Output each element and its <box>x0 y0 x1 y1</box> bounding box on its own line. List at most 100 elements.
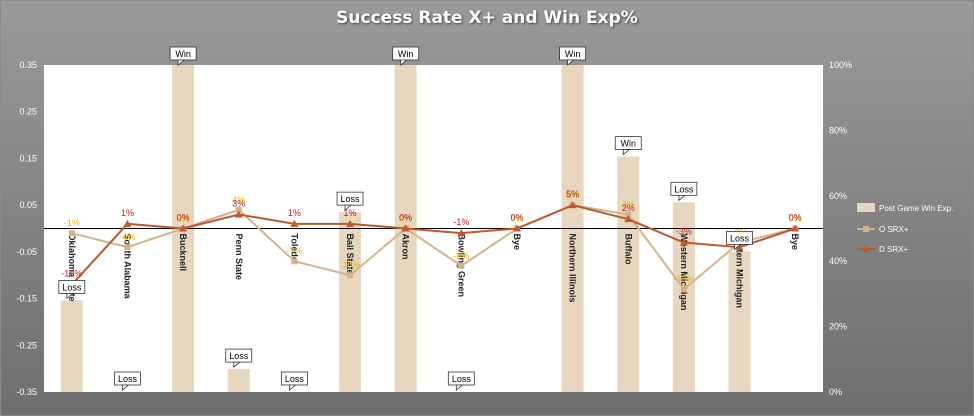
o-srx-data-label: -10% <box>340 260 361 270</box>
y-left-tick-label: 0.25 <box>19 107 37 117</box>
d-srx-data-label: 0% <box>789 213 802 223</box>
d-srx-data-label: -12% <box>61 269 82 279</box>
result-callout-pointer <box>400 59 408 66</box>
d-srx-data-label: 2% <box>622 203 635 213</box>
win-exp-bar <box>617 156 640 392</box>
o-srx-data-label: 3% <box>622 199 635 209</box>
d-srx-point <box>568 201 577 209</box>
y-left-tick-label: -0.35 <box>16 387 37 397</box>
result-callout-pointer <box>288 384 297 391</box>
o-srx-data-label: 0% <box>399 214 412 224</box>
d-srx-line <box>71 204 796 286</box>
result-callout-label: Win <box>621 139 637 149</box>
category-label: Eastern Michigan <box>735 234 745 309</box>
d-srx-point <box>290 219 299 227</box>
result-callout-pointer <box>622 149 631 156</box>
result-callout-label: Loss <box>62 282 82 292</box>
category-label: Western Michigan <box>679 234 689 311</box>
o-srx-point <box>347 272 354 279</box>
win-exp-bar <box>227 369 250 392</box>
o-srx-data-label: 0% <box>789 214 802 224</box>
category-label: Ball State <box>345 234 355 275</box>
result-callout-label: Loss <box>229 351 249 361</box>
category-label: South Alabama <box>122 234 132 300</box>
category-label: Toledo <box>289 234 299 263</box>
result-callout-label: Loss <box>730 233 750 243</box>
y-right-tick-label: 40% <box>829 256 847 266</box>
result-callout-label: Loss <box>341 194 361 204</box>
d-srx-point <box>735 243 744 251</box>
d-srx-point <box>401 224 410 232</box>
category-label: Akron <box>401 234 411 260</box>
result-callout-pointer <box>678 194 686 202</box>
o-srx-point <box>235 206 242 213</box>
d-srx-data-label: 5% <box>566 189 579 199</box>
d-srx-data-label: 1% <box>344 208 357 218</box>
category-label: Buffalo <box>623 234 633 265</box>
d-srx-data-label: -1% <box>453 217 469 227</box>
y-left-tick-label: 0.35 <box>19 60 37 70</box>
o-srx-data-label: -1% <box>64 218 80 228</box>
result-callout-label: Win <box>175 49 191 59</box>
o-srx-data-label: 4% <box>232 195 245 205</box>
legend-d-srx-marker <box>862 245 870 252</box>
result-callout-label: Loss <box>452 374 472 384</box>
o-srx-point <box>458 262 465 269</box>
o-srx-point <box>291 258 298 265</box>
o-srx-point <box>680 286 687 293</box>
legend-o-srx-marker <box>863 226 869 232</box>
category-label: Bucknell <box>178 234 188 272</box>
o-srx-data-label: -8% <box>453 251 469 261</box>
d-srx-point <box>123 219 132 227</box>
y-left-tick-label: -0.25 <box>16 340 37 350</box>
o-srx-data-label: 0% <box>510 214 523 224</box>
d-srx-data-label: -3% <box>676 227 692 237</box>
y-right-tick-label: 20% <box>829 322 847 332</box>
d-srx-point <box>512 224 521 232</box>
result-callout-pointer <box>233 361 241 368</box>
win-exp-bar <box>728 251 751 392</box>
d-srx-point <box>791 224 800 232</box>
category-label: Bye <box>790 234 800 251</box>
d-srx-data-label: 3% <box>232 198 245 208</box>
d-srx-point <box>679 238 688 246</box>
y-left-tick-label: 0.05 <box>19 200 37 210</box>
y-right-tick-label: 100% <box>829 60 852 70</box>
o-srx-point <box>625 211 632 218</box>
o-srx-point <box>68 230 75 237</box>
legend-bar-swatch <box>857 203 875 212</box>
category-label: Penn State <box>234 234 244 281</box>
result-callout-pointer <box>177 59 186 66</box>
y-left-tick-label: -0.15 <box>16 294 37 304</box>
d-srx-data-label: 1% <box>288 208 301 218</box>
d-srx-point <box>234 210 243 218</box>
category-label: Oklahoma State <box>67 234 77 302</box>
o-srx-data-label: -13% <box>673 274 694 284</box>
legend-o-srx-label: O SRX+ <box>879 225 909 234</box>
y-right-tick-label: 60% <box>829 191 847 201</box>
result-callout-label: Win <box>565 49 581 59</box>
result-callout-pointer <box>567 59 575 66</box>
result-callout-pointer <box>455 384 464 391</box>
y-left-tick-label: -0.05 <box>16 247 37 257</box>
result-callout-pointer <box>344 204 353 212</box>
win-exp-bar <box>672 202 695 392</box>
d-srx-data-label: 1% <box>121 208 134 218</box>
result-callout-label: Loss <box>118 374 138 384</box>
o-srx-data-label: -7% <box>286 246 302 256</box>
d-srx-data-label: 0% <box>399 213 412 223</box>
d-srx-point <box>457 229 466 237</box>
result-callout-pointer <box>66 293 74 300</box>
d-srx-data-label: 0% <box>177 213 190 223</box>
result-callout-label: Loss <box>674 184 694 194</box>
result-callout-pointer <box>122 384 130 391</box>
y-right-tick-label: 0% <box>829 387 842 397</box>
o-srx-point <box>124 244 131 251</box>
result-callout-pointer <box>734 243 742 251</box>
y-right-tick-label: 80% <box>829 125 847 135</box>
category-label: Bye <box>512 234 522 251</box>
result-callout-label: Loss <box>285 374 305 384</box>
y-left-tick-label: 0.15 <box>19 153 37 163</box>
